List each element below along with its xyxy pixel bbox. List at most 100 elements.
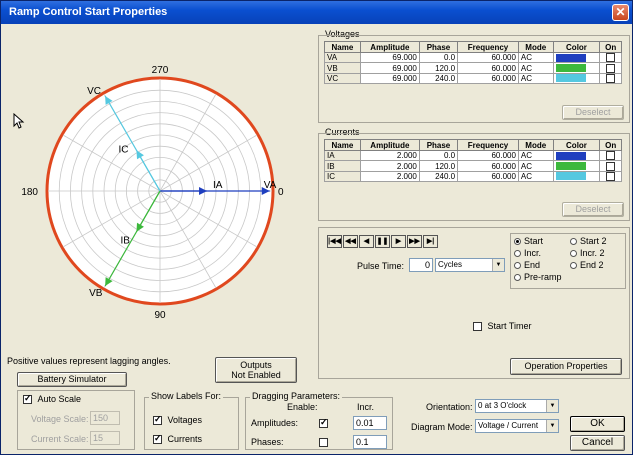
play-icon[interactable]: ▶ (391, 235, 406, 248)
cell-name[interactable]: IA (324, 149, 361, 162)
amplitudes-checkbox[interactable] (319, 417, 328, 428)
cancel-button[interactable]: Cancel (570, 435, 625, 451)
radio-button[interactable] (514, 238, 521, 246)
table-row[interactable]: IB 2.000 120.0 60.000 AC (324, 160, 622, 172)
fast-forward-icon[interactable]: ▶▶ (407, 235, 422, 248)
phases-checkbox[interactable] (319, 438, 328, 447)
radio-button[interactable] (570, 250, 577, 258)
cell-amplitude[interactable]: 2.000 (359, 149, 420, 162)
operation-properties-button[interactable]: Operation Properties (510, 358, 622, 375)
cell-amplitude[interactable]: 2.000 (359, 170, 420, 183)
cell-amplitude[interactable]: 69.000 (359, 62, 420, 74)
pulse-unit-select[interactable]: Cycles ▼ (435, 258, 505, 272)
color-swatch[interactable] (555, 162, 586, 171)
radio-button[interactable] (570, 262, 577, 270)
radio-button[interactable] (570, 238, 577, 246)
radio-option[interactable]: Incr. 2 (570, 248, 605, 258)
radio-button[interactable] (514, 274, 521, 282)
table-row[interactable]: VC 69.000 240.0 60.000 AC (324, 72, 622, 85)
show-voltages-checkbox[interactable] (153, 414, 162, 426)
cell-color[interactable] (552, 51, 601, 64)
cell-amplitude[interactable]: 69.000 (359, 51, 420, 64)
pause-icon[interactable]: ❚❚ (375, 235, 390, 248)
cell-mode[interactable]: AC (517, 160, 554, 172)
radio-button[interactable] (514, 262, 521, 270)
currents-deselect-button[interactable]: Deselect (562, 202, 624, 217)
cell-amplitude[interactable]: 2.000 (359, 160, 420, 172)
voltage-scale-input[interactable]: 150 (90, 411, 120, 425)
color-swatch[interactable] (555, 64, 586, 73)
table-row[interactable]: IA 2.000 0.0 60.000 AC (324, 149, 622, 162)
current-scale-input[interactable]: 15 (90, 431, 120, 445)
phases-incr-input[interactable]: 0.1 (353, 435, 387, 449)
on-checkbox[interactable] (606, 161, 616, 171)
cell-frequency[interactable]: 60.000 (457, 160, 519, 172)
cell-phase[interactable]: 0.0 (418, 51, 459, 64)
radio-option[interactable]: Incr. (514, 248, 541, 258)
cell-amplitude[interactable]: 69.000 (359, 72, 420, 85)
cell-mode[interactable]: AC (517, 170, 554, 183)
rewind-icon[interactable]: ◀◀ (343, 235, 358, 248)
cell-on[interactable] (599, 170, 622, 183)
cell-on[interactable] (599, 62, 622, 74)
cell-color[interactable] (552, 149, 601, 162)
show-currents-checkbox[interactable] (153, 433, 162, 445)
cell-on[interactable] (599, 51, 622, 64)
color-swatch[interactable] (555, 53, 586, 62)
jump-start-icon[interactable]: |◀◀ (327, 235, 342, 248)
cell-color[interactable] (552, 170, 601, 183)
cell-frequency[interactable]: 60.000 (457, 72, 519, 85)
diagram-mode-select[interactable]: Voltage / Current ▼ (475, 419, 559, 433)
color-swatch[interactable] (555, 172, 586, 181)
table-row[interactable]: IC 2.000 240.0 60.000 AC (324, 170, 622, 183)
on-checkbox[interactable] (606, 74, 616, 84)
cell-name[interactable]: VC (324, 72, 361, 85)
title-bar[interactable]: Ramp Control Start Properties ✕ (1, 1, 632, 24)
orientation-select[interactable]: 0 at 3 O'clock ▼ (475, 399, 559, 413)
radio-option[interactable]: End (514, 260, 540, 270)
cell-mode[interactable]: AC (517, 149, 554, 162)
color-swatch[interactable] (555, 151, 586, 160)
start-timer-row[interactable]: Start Timer (473, 321, 532, 332)
show-currents-row[interactable]: Currents (153, 433, 202, 445)
auto-scale-checkbox[interactable] (23, 393, 32, 405)
cell-on[interactable] (599, 72, 622, 85)
radio-option[interactable]: End 2 (570, 260, 604, 270)
ok-button[interactable]: OK (570, 416, 625, 432)
on-checkbox[interactable] (606, 172, 616, 182)
outputs-button[interactable]: Outputs Not Enabled (215, 357, 297, 383)
cell-frequency[interactable]: 60.000 (457, 62, 519, 74)
show-voltages-row[interactable]: Voltages (153, 414, 202, 426)
cell-on[interactable] (599, 160, 622, 172)
cell-mode[interactable]: AC (517, 51, 554, 64)
cell-frequency[interactable]: 60.000 (457, 170, 519, 183)
on-checkbox[interactable] (606, 63, 616, 73)
cell-phase[interactable]: 120.0 (418, 160, 459, 172)
cell-color[interactable] (552, 62, 601, 74)
cell-phase[interactable]: 240.0 (418, 72, 459, 85)
cell-frequency[interactable]: 60.000 (457, 51, 519, 64)
on-checkbox[interactable] (606, 151, 616, 161)
radio-button[interactable] (514, 250, 521, 258)
phasor-diagram[interactable]: 270 90 180 0VA VB VC IA IB IC (5, 27, 313, 337)
cell-name[interactable]: IC (324, 170, 361, 183)
pulse-time-input[interactable]: 0 (409, 258, 433, 272)
table-row[interactable]: VA 69.000 0.0 60.000 AC (324, 51, 622, 64)
radio-option[interactable]: Start 2 (570, 236, 607, 246)
cell-name[interactable]: VA (324, 51, 361, 64)
cell-mode[interactable]: AC (517, 62, 554, 74)
cell-on[interactable] (599, 149, 622, 162)
cell-name[interactable]: IB (324, 160, 361, 172)
cell-name[interactable]: VB (324, 62, 361, 74)
auto-scale-row[interactable]: Auto Scale (23, 393, 81, 405)
battery-simulator-button[interactable]: Battery Simulator (17, 372, 127, 387)
close-button[interactable]: ✕ (612, 4, 629, 21)
cell-color[interactable] (552, 72, 601, 85)
cell-phase[interactable]: 240.0 (418, 170, 459, 183)
cell-mode[interactable]: AC (517, 72, 554, 85)
jump-end-icon[interactable]: ▶| (423, 235, 438, 248)
start-timer-checkbox[interactable] (473, 322, 482, 332)
on-checkbox[interactable] (606, 53, 616, 63)
voltages-deselect-button[interactable]: Deselect (562, 105, 624, 120)
step-back-icon[interactable]: ◀ (359, 235, 374, 248)
